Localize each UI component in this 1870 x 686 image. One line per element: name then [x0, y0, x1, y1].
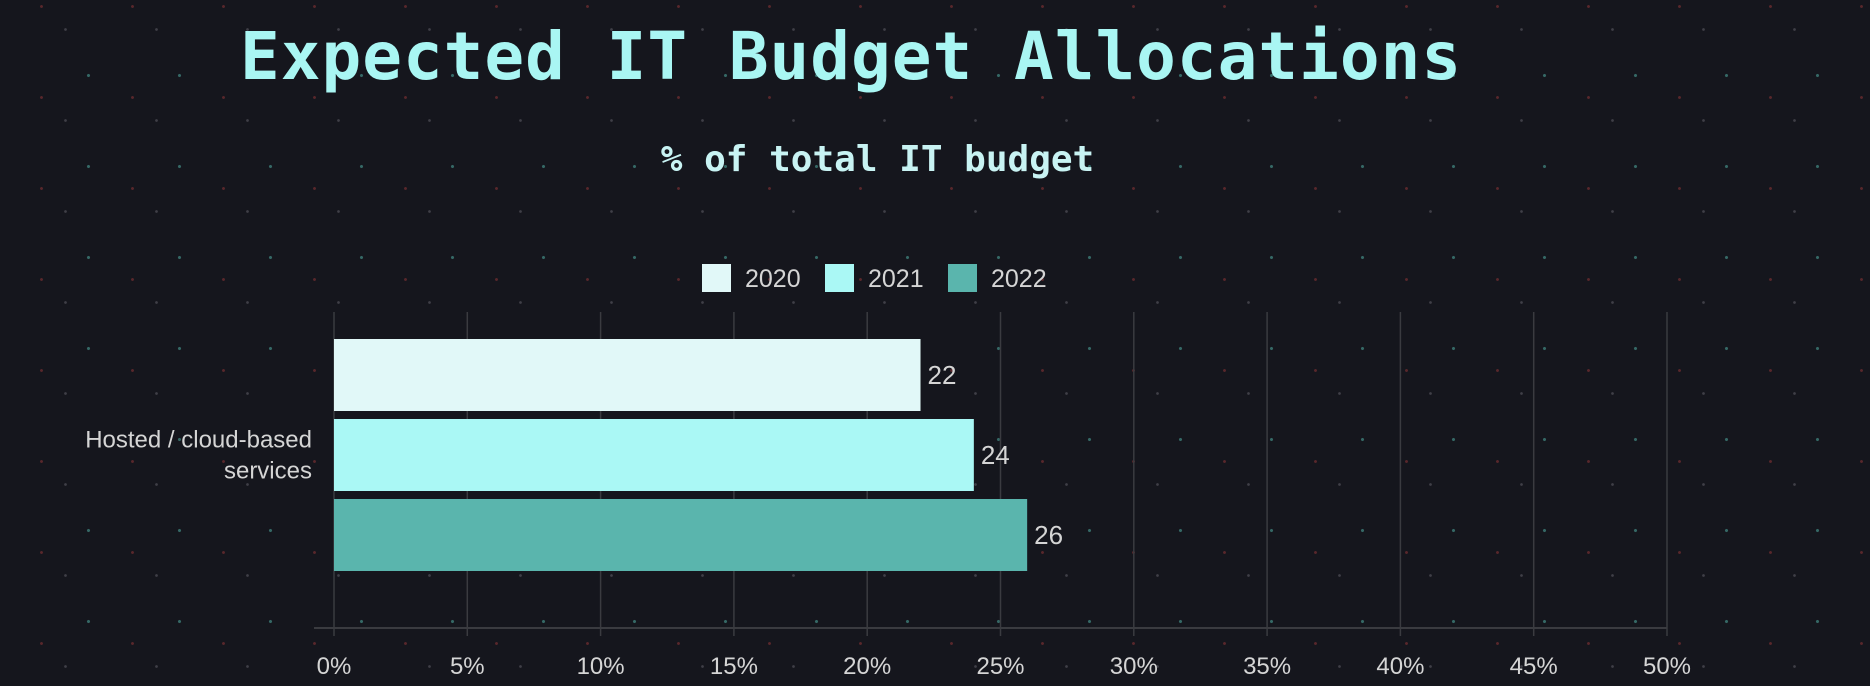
x-tick-label: 30% [1110, 653, 1158, 680]
bar-value-label: 26 [1034, 520, 1063, 550]
x-tick-label: 0% [317, 653, 352, 680]
legend-swatch-2021[interactable] [825, 264, 854, 292]
x-tick-label: 5% [450, 653, 485, 680]
x-tick-label: 20% [843, 653, 891, 680]
x-axis-ticks: 0% 5% 10% 15% 20% 25% 30% 35% 40% 45% 50% [317, 653, 1691, 680]
bar-2021[interactable] [334, 419, 974, 491]
x-tick-label: 40% [1376, 653, 1424, 680]
legend-label[interactable]: 2020 [745, 265, 801, 293]
bar-2020[interactable] [334, 339, 921, 411]
category-label: services [224, 458, 312, 485]
x-tick-label: 35% [1243, 653, 1291, 680]
legend-label[interactable]: 2022 [991, 265, 1047, 293]
bar-value-label: 22 [928, 360, 957, 390]
y-axis-categories: Hosted / cloud-based services [85, 427, 312, 485]
legend-swatch-2020[interactable] [702, 264, 731, 292]
x-tick-label: 15% [710, 653, 758, 680]
legend-label[interactable]: 2021 [868, 265, 924, 293]
chart-subtitle: % of total IT budget [660, 139, 1095, 180]
category-label: Hosted / cloud-based [85, 427, 312, 454]
chart-legend[interactable]: 2020 2021 2022 [702, 264, 1047, 293]
chart-title: Expected IT Budget Allocations [240, 18, 1463, 95]
x-tick-label: 45% [1510, 653, 1558, 680]
bar-value-label: 24 [981, 440, 1010, 470]
x-tick-label: 25% [976, 653, 1024, 680]
bar-2022[interactable] [334, 499, 1028, 571]
legend-swatch-2022[interactable] [948, 264, 977, 292]
x-tick-label: 50% [1643, 653, 1691, 680]
chart-bars: 22 24 26 [334, 339, 1063, 571]
x-tick-label: 10% [577, 653, 625, 680]
